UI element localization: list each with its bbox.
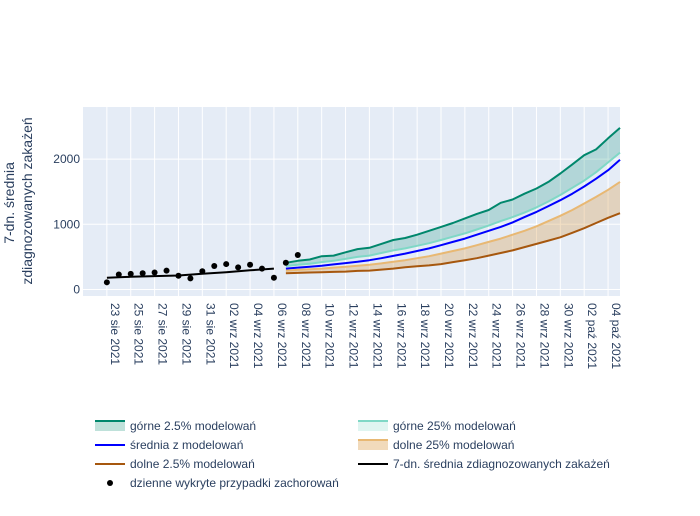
daily-case-point [115, 271, 122, 278]
daily-case-point [223, 261, 230, 268]
y-axis-title-line-1: 7-dn. średnia [1, 162, 17, 244]
band-lower [285, 181, 620, 274]
legend-label: średnia z modelowań [130, 438, 243, 452]
daily-case-point [235, 264, 242, 271]
legend-item-7-dn-srednia-zdiagnozowanych-zakazen: 7-dn. średnia zdiagnozowanych zakażeń [358, 457, 610, 471]
x-tick-label: 08 wrz 2021 [299, 303, 313, 369]
legend-item-gorne-25-modelowan: górne 25% modelowań [358, 419, 516, 433]
legend-label: dzienne wykryte przypadki zachorowań [130, 476, 339, 490]
x-tick-label: 23 sie 2021 [108, 303, 122, 365]
x-tick-label: 04 wrz 2021 [251, 303, 265, 369]
daily-case-point [175, 272, 182, 279]
x-tick-label: 04 paź 2021 [609, 303, 623, 369]
x-tick-label: 18 wrz 2021 [418, 303, 432, 369]
legend-item-dolne-2-5-modelowan: dolne 2.5% modelowań [95, 457, 255, 471]
x-tick-label: 26 wrz 2021 [514, 303, 528, 369]
y-tick-label: 0 [73, 282, 80, 296]
y-tick-label: 2000 [53, 152, 80, 166]
y-axis-title: 7-dn. średnia zdiagnozowanych zakażeń [1, 117, 35, 284]
daily-case-point [247, 261, 254, 268]
daily-case-point [163, 267, 170, 274]
legend-swatch-marker [107, 480, 113, 486]
series-line-dolne-2-5-modelowan [285, 212, 621, 275]
y-axis-title-line-2: zdiagnozowanych zakażeń [19, 117, 35, 284]
x-tick-label: 24 wrz 2021 [490, 303, 504, 369]
daily-case-point [187, 275, 194, 282]
daily-case-point [259, 265, 265, 272]
daily-case-point [151, 269, 158, 276]
x-tick-label: 12 wrz 2021 [347, 303, 361, 369]
series-line-7-dn-srednia-zdiagnozowanych-zakazen [106, 267, 274, 279]
daily-case-point [139, 270, 146, 277]
x-tick-label: 02 wrz 2021 [227, 303, 241, 369]
x-tick-label: 22 wrz 2021 [466, 303, 480, 369]
x-tick-label: 25 sie 2021 [132, 303, 146, 365]
daily-case-point [127, 270, 134, 277]
x-tick-labels: 23 sie 2021 25 sie 2021 27 sie 2021 29 sie … [108, 303, 623, 369]
legend-label: górne 2.5% modelowań [130, 419, 256, 433]
daily-case-point [294, 251, 301, 258]
legend-item-dolne-25-modelowan: dolne 25% modelowań [358, 438, 514, 452]
legend-label: dolne 2.5% modelowań [130, 457, 255, 471]
daily-case-point [211, 263, 218, 270]
legend-item-gorne-2-5-modelowan: górne 2.5% modelowań [95, 419, 256, 433]
series-lines [106, 127, 621, 279]
legend-swatch-fill [95, 421, 125, 431]
x-tick-label: 02 paź 2021 [585, 303, 599, 369]
series-line-gorne-2-5-modelowan [285, 127, 621, 264]
x-gridlines [106, 107, 609, 296]
legend-item-dzienne-wykryte-przypadki-zachorowan: dzienne wykryte przypadki zachorowań [107, 476, 339, 490]
y-tick-label: 1000 [53, 217, 80, 231]
legend-swatch-fill [358, 421, 388, 431]
x-tick-label: 30 wrz 2021 [561, 303, 575, 369]
band-upper [285, 127, 620, 267]
x-tick-label: 31 sie 2021 [203, 303, 217, 365]
legend-label: dolne 25% modelowań [393, 438, 514, 452]
x-tick-label: 20 wrz 2021 [442, 303, 456, 369]
legend-label: 7-dn. średnia zdiagnozowanych zakażeń [393, 457, 610, 471]
plot-background [83, 107, 620, 296]
series-line-dolne-25-modelowan [285, 181, 621, 272]
y-gridlines [83, 158, 620, 290]
legend: górne 2.5% modelowań górne 25% modelowań ś… [95, 419, 610, 490]
daily-case-markers [103, 251, 301, 286]
x-tick-label: 27 sie 2021 [156, 303, 170, 365]
x-tick-label: 16 wrz 2021 [394, 303, 408, 369]
confidence-bands [285, 127, 620, 274]
series-line-srednia-z-modelowan [285, 159, 621, 270]
x-tick-label: 06 wrz 2021 [275, 303, 289, 369]
daily-case-point [282, 259, 289, 266]
x-tick-label: 14 wrz 2021 [370, 303, 384, 369]
y-tick-labels: 0 1000 2000 [53, 152, 80, 296]
x-tick-label: 28 wrz 2021 [538, 303, 552, 369]
daily-case-point [270, 274, 277, 281]
series-line-gorne-25-modelowan [285, 151, 621, 267]
legend-item-srednia-z-modelowan: średnia z modelowań [95, 438, 243, 452]
x-tick-label: 10 wrz 2021 [323, 303, 337, 369]
daily-case-point [103, 279, 110, 286]
daily-case-point [199, 268, 206, 275]
x-tick-label: 29 sie 2021 [180, 303, 194, 365]
legend-swatch-fill [358, 440, 388, 450]
legend-label: górne 25% modelowań [393, 419, 516, 433]
